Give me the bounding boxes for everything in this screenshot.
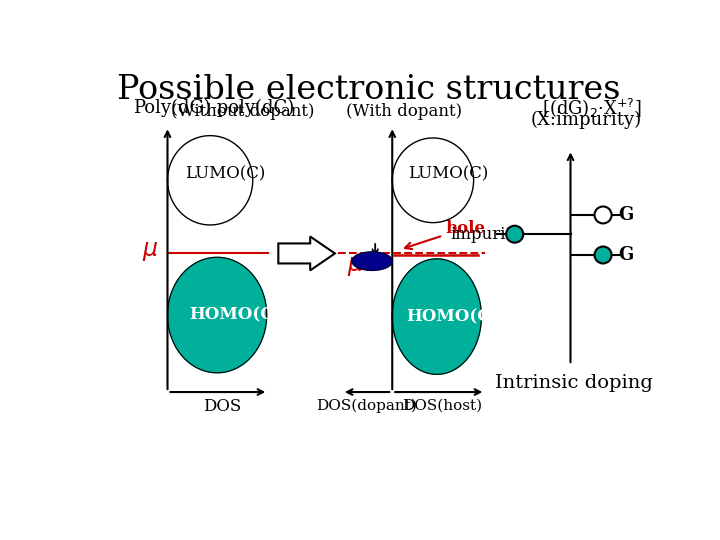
Text: DOS: DOS [202,398,241,415]
Text: (Without dopant): (Without dopant) [171,103,315,120]
Polygon shape [279,237,335,271]
Text: Poly(dG)-poly(dC): Poly(dG)-poly(dC) [132,99,294,117]
Text: G: G [618,246,634,264]
Text: (With dopant): (With dopant) [346,103,462,120]
Polygon shape [168,257,266,373]
Text: LUMO(C): LUMO(C) [184,166,265,183]
Text: Intrinsic doping: Intrinsic doping [495,374,653,393]
Text: G: G [618,206,634,224]
Text: HOMO(G): HOMO(G) [189,307,282,323]
Text: (X:impurity): (X:impurity) [531,111,642,129]
Text: DOS(dopant): DOS(dopant) [317,398,418,413]
Text: DOS(host): DOS(host) [402,398,482,412]
Text: $\mu$: $\mu$ [143,240,158,264]
Polygon shape [392,138,474,222]
Circle shape [595,247,611,264]
Text: hole: hole [405,219,486,249]
Text: LUMO(C): LUMO(C) [408,166,488,183]
Text: [(dG)$_2$·X$^{+?}$]: [(dG)$_2$·X$^{+?}$] [542,97,642,120]
Text: HOMO(G): HOMO(G) [406,308,500,325]
Polygon shape [352,252,392,271]
Text: $\mu$: $\mu$ [347,255,363,278]
Circle shape [595,206,611,224]
Text: Possible electronic structures: Possible electronic structures [117,74,621,106]
Polygon shape [168,136,253,225]
Text: impurity: impurity [451,226,522,242]
Circle shape [506,226,523,242]
Polygon shape [392,259,482,374]
